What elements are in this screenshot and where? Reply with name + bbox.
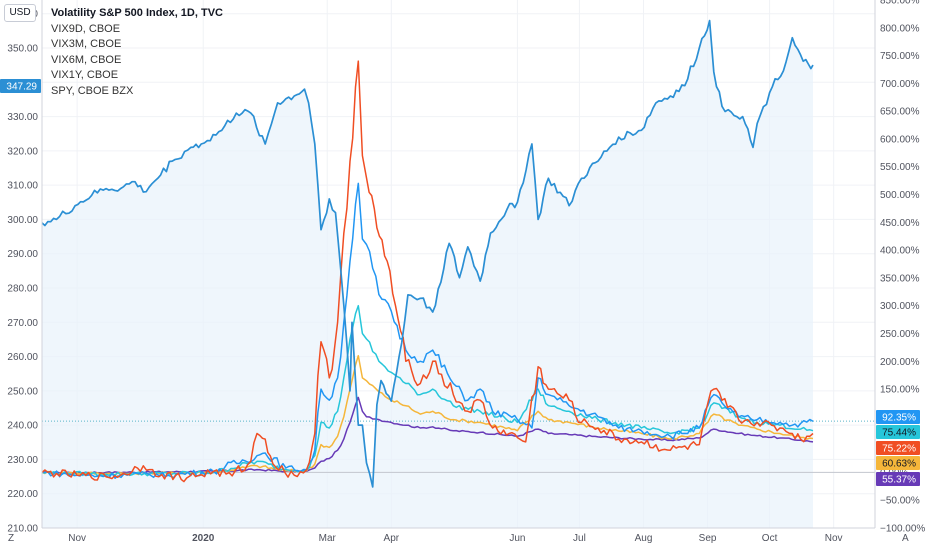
right-tick-label: 800.00% bbox=[880, 23, 920, 34]
x-tick-label: Nov bbox=[825, 533, 843, 544]
left-tick-label: 350.00 bbox=[7, 44, 38, 55]
last-value-tag-bg bbox=[876, 410, 920, 424]
legend-entry-spy[interactable]: SPY, CBOE BZX bbox=[51, 84, 134, 97]
spy-area-fill bbox=[42, 20, 813, 528]
right-tick-label: 550.00% bbox=[880, 162, 920, 173]
x-tick-label: 2020 bbox=[192, 533, 215, 544]
right-tick-label: 250.00% bbox=[880, 329, 920, 340]
x-tick-label: Aug bbox=[635, 533, 653, 544]
left-tick-label: 230.00 bbox=[7, 455, 38, 466]
right-tick-label: −100.00% bbox=[880, 524, 925, 535]
left-tick-label: 270.00 bbox=[7, 318, 38, 329]
legend-entry-vix3m[interactable]: VIX3M, CBOE bbox=[51, 38, 122, 51]
last-value-tag: 60.63% bbox=[882, 459, 916, 470]
last-value-tag-bg bbox=[876, 441, 920, 455]
left-tick-label: 250.00 bbox=[7, 386, 38, 397]
last-value-tags: 347.29 92.35% 75.44% 75.22% 60.63% 55.37% bbox=[0, 79, 920, 486]
time-axis[interactable]: Nov 2020 Mar Apr Jun Jul Aug Sep Oct Nov bbox=[68, 533, 842, 544]
left-tick-label: 320.00 bbox=[7, 146, 38, 157]
right-tick-label: 450.00% bbox=[880, 218, 920, 229]
legend-entry-vix9d[interactable]: VIX9D, CBOE bbox=[51, 22, 121, 35]
left-tick-label: 280.00 bbox=[7, 284, 38, 295]
right-tick-label: 700.00% bbox=[880, 79, 920, 90]
last-value-tag: 55.37% bbox=[882, 475, 916, 486]
series-line-vix bbox=[41, 182, 814, 479]
right-tick-label: 350.00% bbox=[880, 273, 920, 284]
x-tick-label: Jun bbox=[509, 533, 525, 544]
legend-entry-vix1y[interactable]: VIX1Y, CBOE bbox=[51, 69, 119, 82]
last-value-tag-bg bbox=[876, 456, 920, 470]
left-tick-label: 210.00 bbox=[7, 524, 38, 535]
left-tick-label: 300.00 bbox=[7, 215, 38, 226]
right-tick-label: 500.00% bbox=[880, 190, 920, 201]
x-tick-label: Sep bbox=[699, 533, 717, 544]
right-percent-axis[interactable]: −100.00%−50.00%0.00%50.00%100.00%150.00%… bbox=[880, 0, 925, 535]
right-tick-label: 400.00% bbox=[880, 246, 920, 257]
series-line-vix6m bbox=[41, 354, 814, 476]
zoom-toggle-button[interactable]: Z bbox=[8, 533, 15, 544]
auto-scale-button[interactable]: A bbox=[902, 533, 909, 544]
left-tick-label: 290.00 bbox=[7, 249, 38, 260]
spy-price-tag: 347.29 bbox=[6, 82, 37, 93]
left-tick-label: 330.00 bbox=[7, 112, 38, 123]
last-value-tag-bg bbox=[876, 425, 920, 439]
series-line-vix9d bbox=[41, 60, 814, 483]
legend-entry-vix6m[interactable]: VIX6M, CBOE bbox=[51, 53, 122, 66]
spy-price-tag-bg bbox=[0, 79, 41, 93]
chart-legend: Volatility S&P 500 Index, 1D, TVC VIX9D,… bbox=[51, 6, 223, 100]
right-tick-label: 750.00% bbox=[880, 51, 920, 62]
series-layer bbox=[41, 19, 814, 488]
left-tick-label: 220.00 bbox=[7, 489, 38, 500]
x-tick-label: Mar bbox=[319, 533, 337, 544]
last-value-tag: 75.22% bbox=[882, 444, 916, 455]
right-tick-label: 200.00% bbox=[880, 357, 920, 368]
x-tick-label: Nov bbox=[68, 533, 86, 544]
right-tick-label: −50.00% bbox=[880, 496, 920, 507]
right-tick-label: 850.00% bbox=[880, 0, 920, 7]
legend-title[interactable]: Volatility S&P 500 Index, 1D, TVC bbox=[51, 7, 223, 19]
currency-badge[interactable]: USD bbox=[4, 4, 36, 22]
series-line-spy bbox=[41, 19, 814, 488]
right-tick-label: 150.00% bbox=[880, 385, 920, 396]
left-tick-label: 240.00 bbox=[7, 421, 38, 432]
last-value-tag: 92.35% bbox=[882, 413, 916, 424]
x-tick-label: Jul bbox=[573, 533, 586, 544]
last-value-tag: 75.44% bbox=[882, 428, 916, 439]
left-tick-label: 260.00 bbox=[7, 352, 38, 363]
last-value-tag-bg bbox=[876, 472, 920, 486]
right-tick-label: 600.00% bbox=[880, 134, 920, 145]
right-tick-label: 300.00% bbox=[880, 301, 920, 312]
x-tick-label: Apr bbox=[384, 533, 400, 544]
left-tick-label: 310.00 bbox=[7, 181, 38, 192]
x-tick-label: Oct bbox=[762, 533, 778, 544]
right-tick-label: 650.00% bbox=[880, 107, 920, 118]
